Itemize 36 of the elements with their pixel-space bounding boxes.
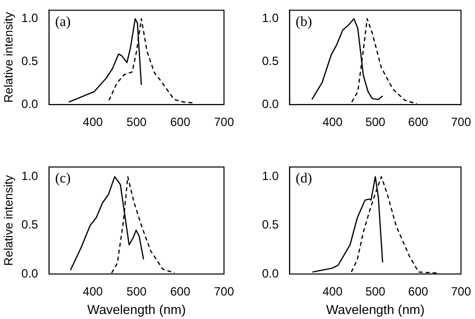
y-tick-label: 0.0: [21, 266, 38, 280]
x-tick-label: 700: [214, 115, 234, 130]
x-tick-label: 700: [450, 115, 472, 130]
x-tick-label: 400: [322, 115, 343, 130]
x-axis-title: Wavelength (nm): [87, 302, 186, 317]
annotation: (d): [296, 172, 312, 187]
x-tick-label: 600: [170, 284, 191, 299]
y-tick-label: 0.5: [262, 54, 279, 68]
x-tick-label: 600: [408, 115, 428, 130]
annotation: (c): [55, 172, 71, 187]
y-tick-label: 0.0: [21, 96, 38, 111]
x-tick-label: 400: [82, 284, 104, 299]
x-tick-label: 700: [214, 284, 234, 299]
annotation: (b): [296, 14, 312, 30]
y-tick-label: 0.0: [262, 96, 279, 111]
y-axis-title: Relative intensity: [2, 12, 16, 103]
annotation: (a): [55, 14, 71, 30]
y-axis-title: Relative intensity: [2, 175, 16, 266]
x-tick-label: 500: [126, 115, 147, 130]
y-tick-label: 1.0: [21, 11, 38, 26]
y-tick-label: 0.5: [21, 218, 38, 232]
x-tick-label: 500: [126, 284, 147, 299]
x-tick-label: 400: [322, 284, 343, 299]
x-tick-label: 400: [82, 115, 104, 130]
x-tick-label: 600: [408, 284, 428, 299]
y-tick-label: 0.0: [262, 266, 279, 280]
x-tick-label: 700: [450, 284, 472, 299]
y-tick-label: 0.5: [262, 218, 279, 232]
y-tick-label: 0.5: [21, 54, 38, 68]
x-tick-label: 500: [365, 115, 386, 130]
y-tick-label: 1.0: [262, 11, 279, 26]
x-tick-label: 600: [170, 115, 191, 130]
y-tick-label: 1.0: [21, 169, 38, 184]
x-tick-label: 500: [365, 284, 386, 299]
y-tick-label: 1.0: [262, 169, 279, 184]
x-axis-title: Wavelength (nm): [326, 302, 425, 317]
